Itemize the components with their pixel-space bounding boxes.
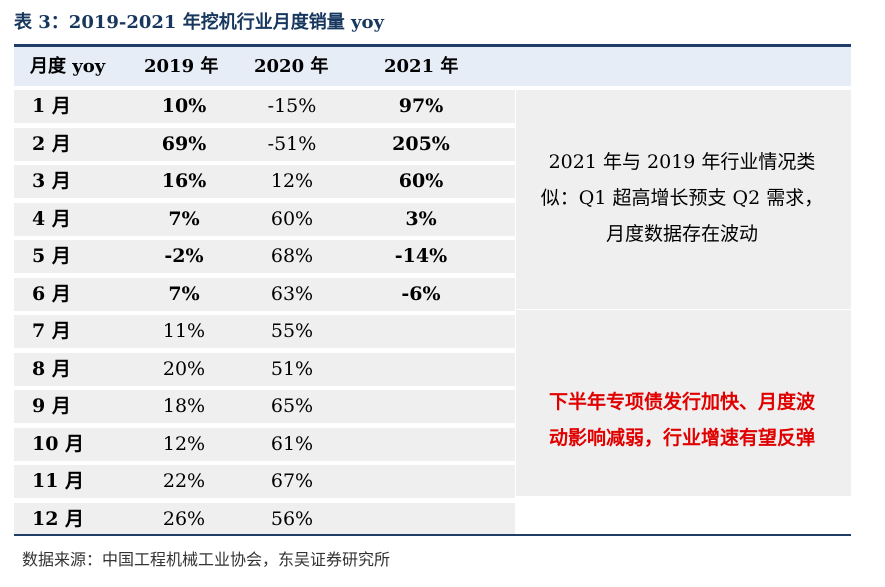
value-2019-cell: 26%: [162, 507, 206, 530]
header-month: 月度 yoy: [30, 56, 106, 77]
value-2021-cell: -6%: [401, 282, 441, 305]
header-2019: 2019 年: [144, 56, 219, 77]
month-cell: 12 月: [32, 507, 85, 530]
value-2019-cell: 11%: [162, 320, 206, 342]
table-row: 6 月 7% 63% -6%: [14, 277, 515, 311]
table-row: 3 月 16% 12% 60%: [14, 165, 515, 198]
value-2021-cell: 3%: [405, 207, 437, 230]
note-box-2: [516, 310, 851, 496]
month-cell: 9 月: [32, 395, 71, 417]
note-2-line-2: 动影响减弱，行业增速有望反弹: [548, 427, 815, 449]
month-cell: 1 月: [32, 95, 71, 117]
note-box-1: [516, 90, 851, 309]
table-row: 8 月 20% 51%: [14, 352, 515, 386]
value-2020-cell: 55%: [270, 320, 314, 342]
header-2021: 2021 年: [384, 56, 459, 77]
value-2019-cell: 7%: [168, 207, 200, 230]
table-row: 7 月 11% 55%: [14, 315, 515, 348]
value-2021-cell: 60%: [398, 170, 444, 192]
value-2021-cell: [366, 503, 476, 536]
value-2020-cell: 60%: [270, 207, 314, 230]
month-cell: 6 月: [32, 282, 71, 305]
month-cell: 2 月: [32, 132, 71, 155]
note-1-line-1: 2021 年与 2019 年行业情况类: [548, 151, 816, 173]
note-1: 2021 年与 2019 年行业情况类 似：Q1 超高增长预支 Q2 需求， 月…: [522, 144, 842, 252]
value-2019-cell: 20%: [162, 357, 206, 380]
month-cell: 3 月: [32, 170, 71, 192]
value-2021-cell: [366, 465, 476, 498]
table-row: 10 月 12% 61%: [14, 427, 515, 461]
value-2020-cell: 65%: [270, 395, 314, 417]
table-row: 2 月 69% -51% 205%: [14, 127, 515, 161]
value-2021-cell: [366, 428, 476, 461]
value-2019-cell: 12%: [162, 432, 206, 455]
month-cell: 10 月: [32, 432, 85, 455]
bottom-rule: [14, 534, 851, 536]
value-2019-cell: -2%: [164, 245, 204, 267]
header-2020: 2020 年: [254, 56, 329, 77]
value-2021-cell: [366, 315, 476, 348]
value-2019-cell: 7%: [168, 282, 200, 305]
month-cell: 7 月: [32, 320, 71, 342]
month-cell: 5 月: [32, 245, 71, 267]
value-2019-cell: 16%: [161, 170, 207, 192]
header-row: [14, 47, 851, 86]
month-cell: 4 月: [32, 207, 71, 230]
value-2020-cell: 51%: [270, 357, 314, 380]
month-cell: 11 月: [32, 470, 85, 492]
table-title: 表 3：2019-2021 年挖机行业月度销量 yoy: [14, 12, 384, 33]
top-rule: [14, 44, 851, 47]
note-1-line-3: 月度数据存在波动: [605, 223, 758, 245]
value-2020-cell: 67%: [270, 470, 314, 492]
value-2020-cell: 61%: [270, 432, 314, 455]
table-row: 11 月 22% 67%: [14, 465, 515, 498]
value-2019-cell: 18%: [162, 395, 206, 417]
value-2021-cell: 97%: [398, 95, 444, 117]
value-2020-cell: 63%: [270, 282, 314, 305]
table-row: 9 月 18% 65%: [14, 390, 515, 423]
value-2021-cell: -14%: [394, 245, 448, 267]
note-2-line-1: 下半年专项债发行加快、月度波: [548, 391, 815, 413]
table-row: 4 月 7% 60% 3%: [14, 202, 515, 236]
table-row: 1 月 10% -15% 97%: [14, 90, 515, 123]
source-note: 数据来源：中国工程机械工业协会，东吴证券研究所: [22, 550, 391, 569]
value-2021-cell: 205%: [392, 132, 450, 155]
value-2021-cell: [366, 353, 476, 386]
value-2019-cell: 69%: [161, 132, 207, 155]
value-2020-cell: 12%: [270, 170, 314, 192]
note-1-line-2: 似：Q1 超高增长预支 Q2 需求，: [540, 187, 824, 209]
value-2019-cell: 10%: [161, 95, 207, 117]
value-2020-cell: 56%: [270, 507, 314, 530]
month-cell: 8 月: [32, 357, 71, 380]
table-row: 12 月 26% 56%: [14, 502, 515, 536]
value-2019-cell: 22%: [162, 470, 206, 492]
note-2: 下半年专项债发行加快、月度波 动影响减弱，行业增速有望反弹: [522, 384, 842, 456]
table-row: 5 月 -2% 68% -14%: [14, 240, 515, 273]
value-2021-cell: [366, 390, 476, 423]
value-2020-cell: -15%: [267, 95, 317, 117]
value-2020-cell: 68%: [270, 245, 314, 267]
value-2020-cell: -51%: [267, 132, 317, 155]
